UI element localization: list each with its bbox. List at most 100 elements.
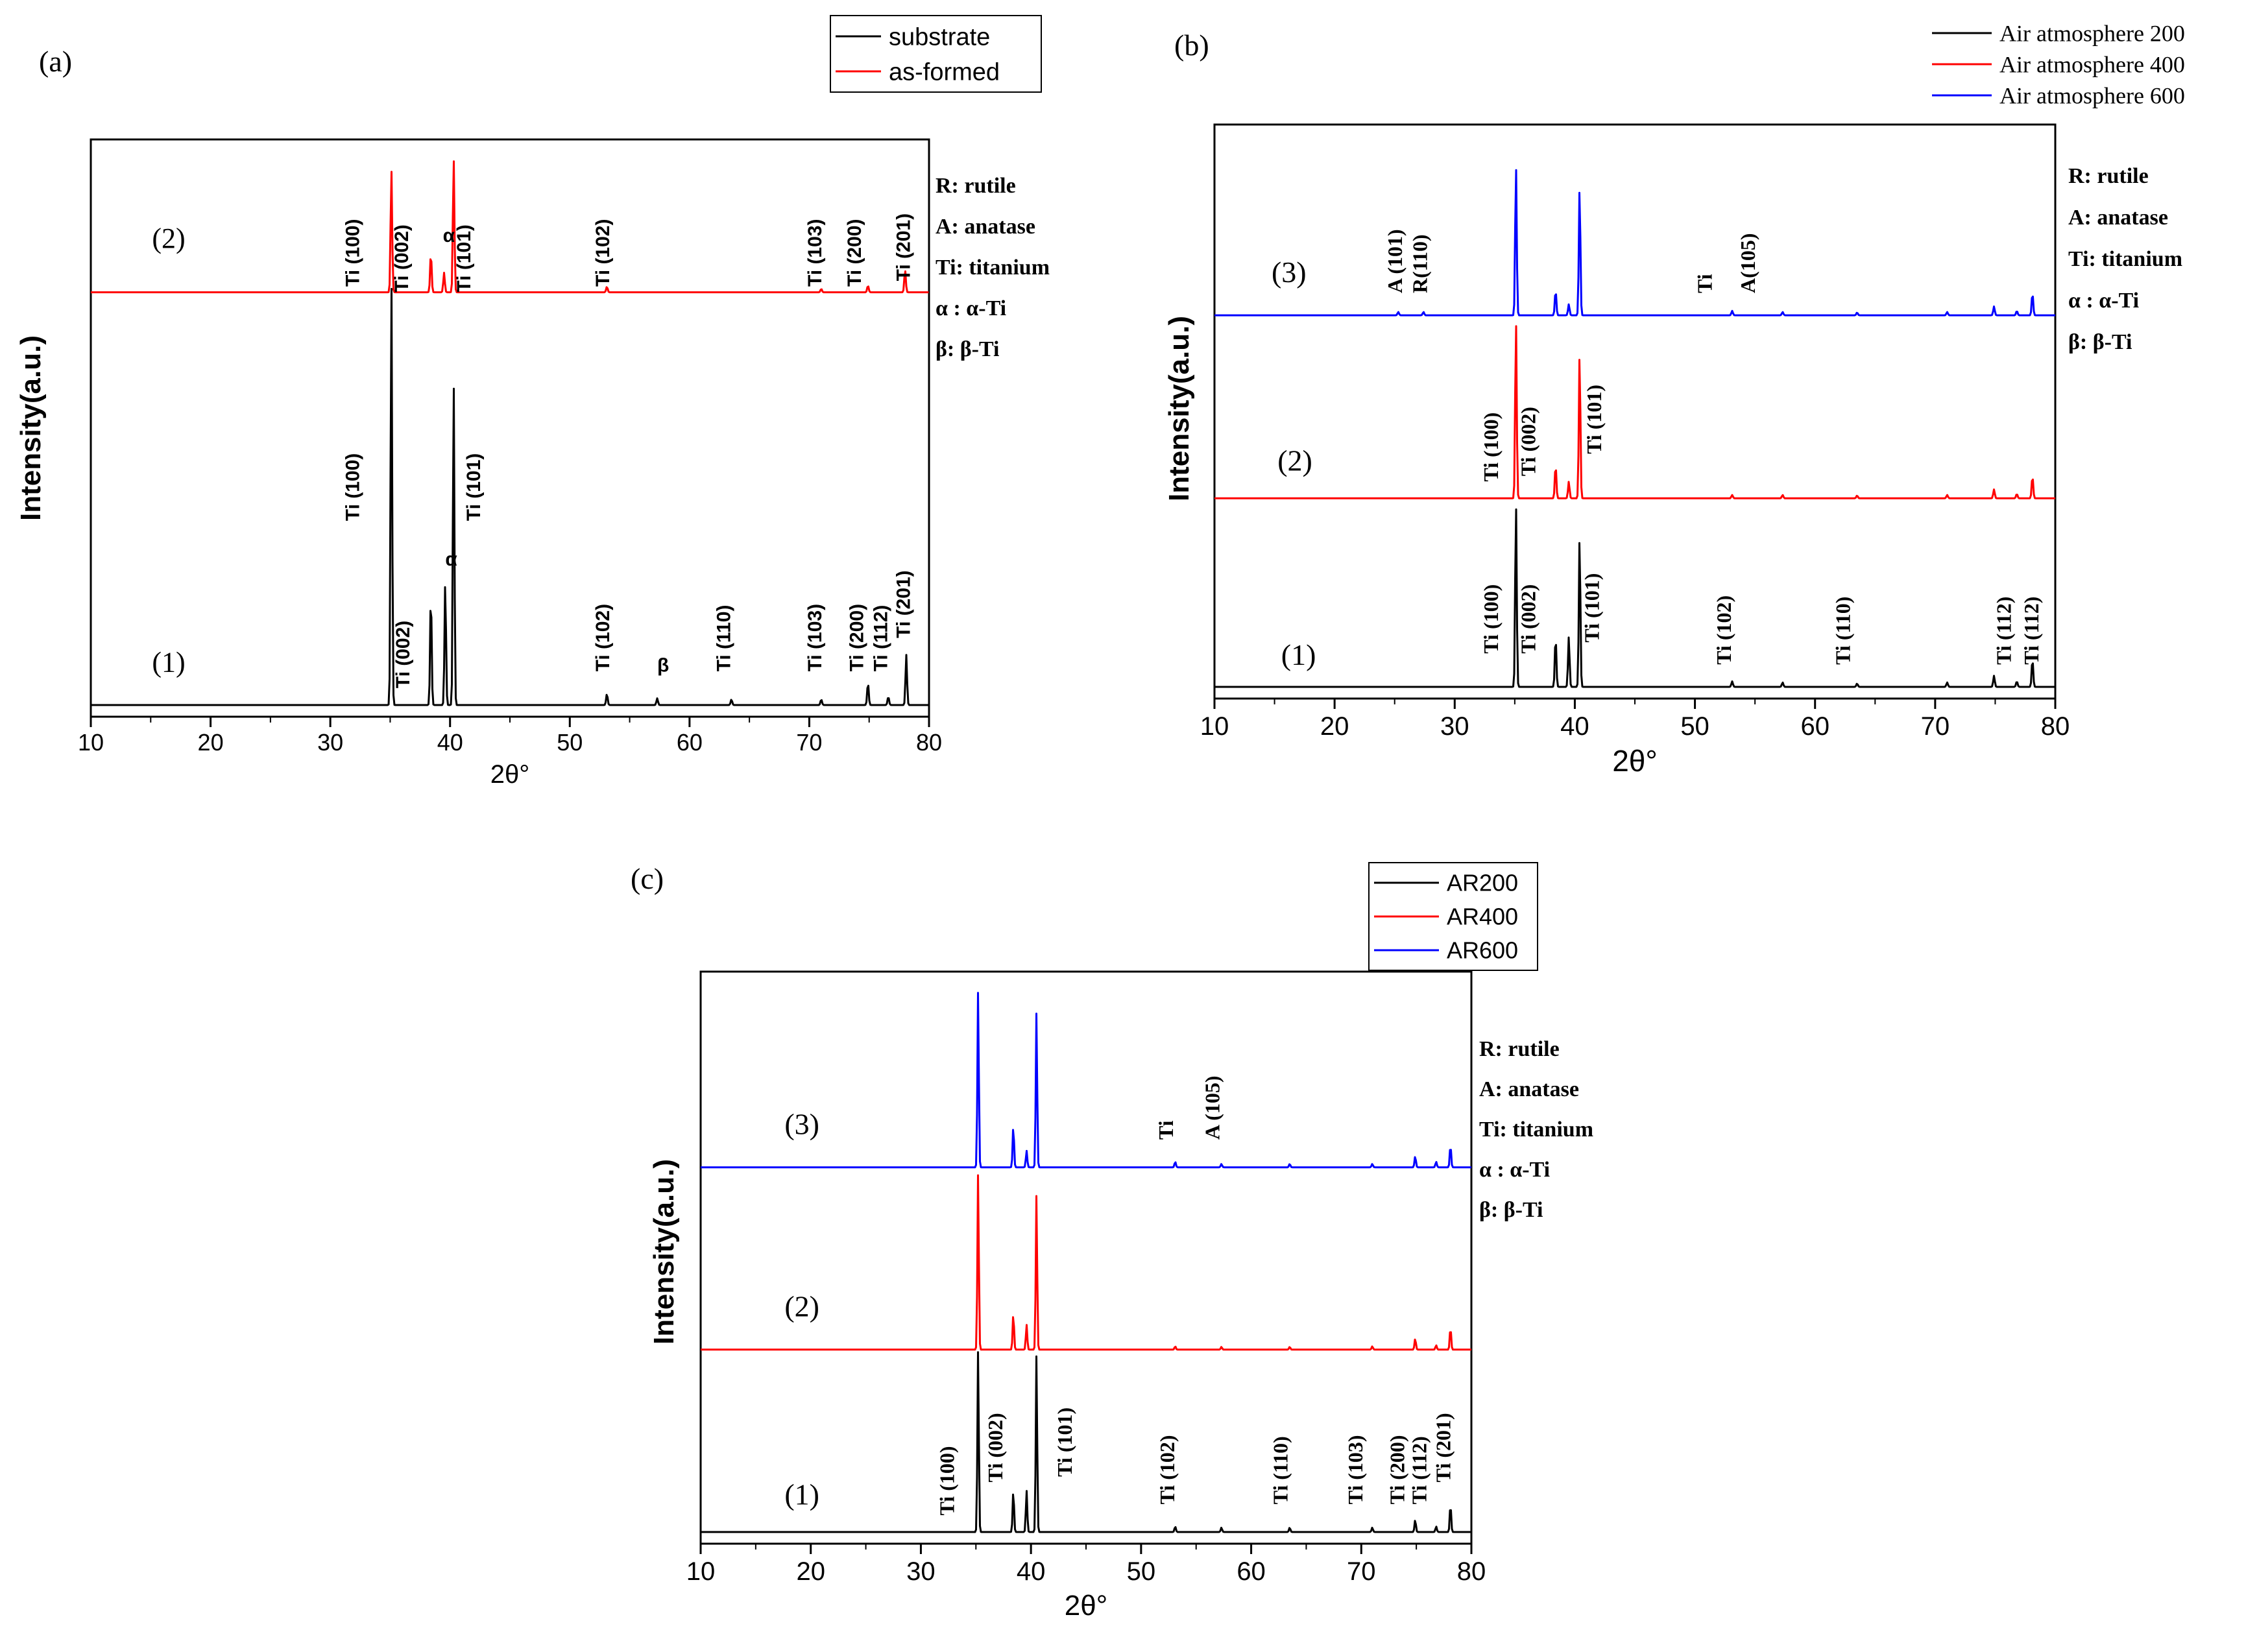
legend-label: AR400: [1447, 904, 1518, 930]
peak-annotation: α: [445, 549, 457, 570]
peak-annotation: Ti (103): [1344, 1435, 1367, 1504]
phase-key-entry: β: β-Ti: [1479, 1198, 1543, 1222]
x-tick-label: 50: [1680, 712, 1709, 741]
peak-annotation: Ti (100): [1479, 584, 1503, 654]
x-tick-label: 50: [557, 729, 583, 756]
peak-annotation: Ti (100): [342, 219, 363, 287]
peak-annotation: Ti (112): [2020, 597, 2043, 665]
peak-annotation: Ti (101): [463, 453, 485, 521]
peak-annotation: Ti (103): [804, 604, 826, 672]
series-line-2: [91, 160, 929, 294]
curve-label: (2): [152, 222, 185, 254]
phase-key-entry: α : α-Ti: [2068, 289, 2139, 313]
panel-label: (c): [631, 862, 664, 895]
phase-key-entry: Ti: titanium: [1479, 1118, 1593, 1142]
legend-label: as-formed: [889, 58, 1000, 86]
phase-key-entry: α : α-Ti: [1479, 1158, 1550, 1182]
x-tick-label: 70: [796, 729, 822, 756]
y-axis-label: Intensity(a.u.): [1163, 316, 1195, 501]
phase-key-entry: Ti: titanium: [936, 256, 1050, 280]
peak-annotation: Ti (110): [714, 605, 735, 672]
series-line-2: [701, 1174, 1471, 1351]
phase-key-entry: A: anatase: [1479, 1077, 1579, 1101]
x-tick-label: 50: [1127, 1557, 1156, 1586]
series-line-1: [701, 1351, 1471, 1533]
peak-annotation: Ti (112): [1992, 597, 2015, 665]
panel-label: (a): [39, 45, 72, 78]
peak-annotation: Ti (102): [592, 219, 614, 287]
legend-label: AR200: [1447, 870, 1518, 896]
x-tick-label: 60: [677, 729, 703, 756]
peak-annotation: Ti (100): [1479, 413, 1503, 482]
peak-annotation: Ti (102): [1155, 1435, 1179, 1504]
phase-key-entry: R: rutile: [1479, 1037, 1560, 1061]
curve-label: (3): [784, 1108, 819, 1141]
y-axis-label: Intensity(a.u.): [15, 335, 47, 521]
x-tick-label: 30: [906, 1557, 936, 1586]
series-line-3: [701, 992, 1471, 1169]
series-line-2: [1214, 325, 2055, 499]
x-tick-label: 70: [1347, 1557, 1376, 1586]
peak-annotation: Ti (201): [893, 570, 914, 638]
legend-label: Air atmosphere 400: [1999, 52, 2185, 78]
peak-annotation: Ti (201): [1432, 1413, 1455, 1482]
peak-annotation: Ti (102): [592, 604, 614, 672]
peak-annotation: Ti (110): [1269, 1436, 1292, 1504]
peak-annotation: A (101): [1383, 229, 1407, 293]
peak-annotation: α: [443, 225, 455, 246]
peak-annotation: A(105): [1736, 233, 1759, 293]
curve-label: (1): [784, 1478, 819, 1511]
peak-annotation: Ti (201): [893, 213, 914, 281]
peak-annotation: Ti (101): [1580, 573, 1603, 643]
legend-box: [830, 15, 1042, 93]
x-tick-label: 30: [317, 729, 343, 756]
panel-b: (b) (1) (2) (3) Ti (100) Ti (002) Ti (101) Ti (…: [1163, 21, 2185, 778]
peak-annotation: Ti (100): [935, 1446, 958, 1515]
phase-key-entry: A: anatase: [2068, 206, 2168, 230]
legend-label: Air atmosphere 200: [1999, 21, 2185, 47]
x-tick-label: 10: [686, 1557, 716, 1586]
x-tick-label: 80: [1457, 1557, 1486, 1586]
curve-label: (1): [1281, 638, 1316, 671]
series-line-1: [1214, 508, 2055, 688]
peak-annotation: Ti (002): [984, 1413, 1007, 1482]
peak-annotation: Ti (002): [1516, 407, 1540, 476]
peak-annotation: Ti (100): [342, 453, 363, 521]
phase-key-entry: A: anatase: [936, 215, 1035, 239]
peak-annotation: Ti (101): [1053, 1407, 1076, 1477]
panel-label: (b): [1174, 29, 1209, 62]
peak-annotation: β: [657, 654, 669, 676]
curve-label: (2): [784, 1290, 819, 1323]
panel-a: (a)(1)(2)Ti (100)Ti (002)αTi (101)Ti (10…: [15, 15, 1050, 789]
x-axis-label: 2θ°: [1612, 744, 1658, 778]
panel-c: (c) (1) (2) (3) Ti (100) Ti (002) Ti (101) Ti (…: [631, 862, 1593, 1622]
peak-annotation: Ti (002): [391, 224, 413, 293]
x-tick-label: 80: [2041, 712, 2070, 741]
peak-annotation: Ti (200): [1385, 1435, 1408, 1504]
x-tick-label: 60: [1237, 1557, 1266, 1586]
x-tick-label: 40: [437, 729, 463, 756]
plot-frame: [1213, 123, 2057, 700]
x-tick-label: 20: [796, 1557, 825, 1586]
peak-annotation: Ti (101): [453, 224, 475, 293]
peak-annotation: Ti (002): [392, 621, 414, 689]
x-tick-label: 80: [916, 729, 942, 756]
x-tick-label: 10: [78, 729, 104, 756]
phase-key-entry: R: rutile: [936, 174, 1016, 198]
legend-label: Air atmosphere 600: [1999, 83, 2185, 109]
x-tick-label: 30: [1440, 712, 1469, 741]
x-axis-label: 2θ°: [1065, 1590, 1108, 1622]
phase-key-entry: β: β-Ti: [2068, 330, 2132, 354]
peak-annotation: Ti (112): [870, 605, 891, 672]
peak-annotation: Ti (200): [846, 604, 867, 672]
plot-frame: [90, 138, 930, 718]
x-tick-label: 20: [198, 729, 224, 756]
phase-key-entry: β: β-Ti: [936, 337, 999, 361]
peak-annotation: Ti (112): [1407, 1436, 1431, 1504]
x-axis-label: 2θ°: [490, 760, 530, 789]
x-tick-label: 10: [1200, 712, 1229, 741]
x-tick-label: 40: [1560, 712, 1589, 741]
peak-annotation: Ti (110): [1831, 597, 1854, 665]
